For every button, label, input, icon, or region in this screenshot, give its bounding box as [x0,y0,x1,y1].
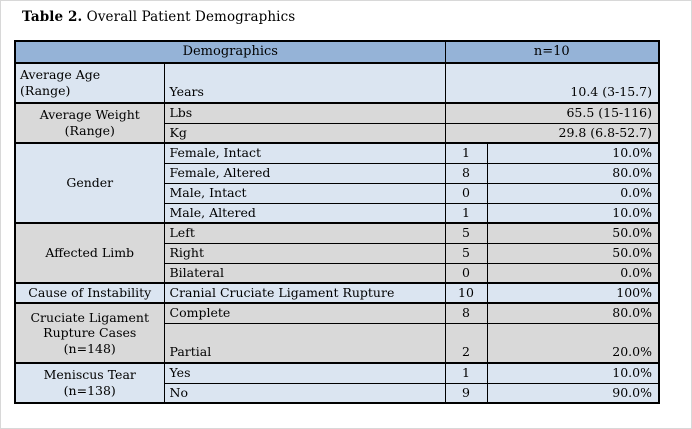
count-cell: 1 [444,202,488,224]
table-row: Average Age (Range) Years 10.4 (3-15.7) [14,62,660,104]
category-line: Gender [66,175,114,191]
table-row: Affected Limb Left 5 50.0% [14,222,660,284]
subcategory-cell: Female, Intact [163,142,446,164]
table-title-text: Overall Patient Demographics [82,9,296,25]
count-cell: 8 [444,302,488,324]
table-row: Male, Intact 0 0.0% [15,182,660,204]
category-line: Cause of Instability [28,285,152,301]
category-line: (Range) [20,83,71,98]
category-line: (n=138) [63,383,116,398]
subcategory-cell: Male, Altered [163,202,446,224]
percent-cell: 0.0% [486,262,660,284]
table-row: Average Weight (Range) Lbs 65.5 (15-116) [14,102,660,144]
category-line: Average Weight [39,107,140,123]
count-cell: 2 [444,322,488,364]
table-row: Gender Female, Intact 1 10.0% [14,142,660,224]
table-row: Kg 29.8 (6.8-52.7) [15,122,660,144]
category-line: (Range) [64,123,115,138]
category-cell-gender: Gender [14,142,165,224]
percent-cell: 20.0% [486,322,660,364]
category-cell-average-weight: Average Weight (Range) [14,102,165,144]
subcategory-cell: Cranial Cruciate Ligament Rupture [163,282,446,304]
subcategory-cell: Female, Altered [163,162,446,184]
count-cell: 5 [444,242,488,264]
category-cell-cause-of-instability: Cause of Instability [14,282,165,304]
table-row: Cruciate Ligament Rupture Cases (n=148) … [14,302,660,364]
value-cell: 65.5 (15-116) [444,102,660,124]
category-line: Rupture Cases [43,325,137,341]
subcategory-cell: Years [163,62,446,104]
demographics-table: Demographics n=10 Average Age (Range) Ye… [14,40,660,404]
percent-cell: 50.0% [486,222,660,244]
subcategory-cell: Lbs [163,102,446,124]
category-cell-average-age: Average Age (Range) [14,62,165,104]
percent-cell: 10.0% [486,202,660,224]
count-cell: 0 [444,182,488,204]
category-line: Cruciate Ligament [30,309,149,325]
subcategory-cell: Bilateral [163,262,446,284]
count-cell: 1 [444,362,488,384]
subcategory-cell: Complete [163,302,446,324]
subcategory-cell: Partial [163,322,446,364]
category-line: Average Age [20,67,101,83]
percent-cell: 0.0% [486,182,660,204]
percent-cell: 10.0% [486,362,660,384]
table-row: Female, Altered 8 80.0% [15,162,660,184]
percent-cell: 80.0% [486,162,660,184]
category-cell-cruciate-ligament-rupture-cases: Cruciate Ligament Rupture Cases (n=148) [14,302,165,364]
subcategory-cell: Left [163,222,446,244]
count-cell: 10 [444,282,488,304]
table-row: No 9 90.0% [15,382,660,404]
category-line: (n=148) [63,340,116,356]
subcategory-cell: No [163,382,446,404]
header-cell-n: n=10 [444,40,660,64]
percent-cell: 100% [486,282,660,304]
table-row: Cause of Instability Cranial Cruciate Li… [14,282,660,304]
percent-cell: 10.0% [486,142,660,164]
subcategory-cell: Yes [163,362,446,384]
table-row: Meniscus Tear (n=138) Yes 1 10.0% [14,362,660,404]
value-cell: 29.8 (6.8-52.7) [444,122,660,144]
percent-cell: 50.0% [486,242,660,264]
table-row: Partial 2 20.0% [15,322,660,364]
subcategory-cell: Male, Intact [163,182,446,204]
table-title: Table 2. Overall Patient Demographics [22,9,691,25]
count-cell: 1 [444,142,488,164]
percent-cell: 90.0% [486,382,660,404]
category-cell-affected-limb: Affected Limb [14,222,165,284]
category-cell-meniscus-tear: Meniscus Tear (n=138) [14,362,165,404]
category-line: Meniscus Tear [43,367,136,383]
subcategory-cell: Kg [163,122,446,144]
count-cell: 5 [444,222,488,244]
table-title-number: Table 2. [22,9,83,25]
count-cell: 9 [444,382,488,404]
header-cell-demographics: Demographics [14,40,446,64]
percent-cell: 80.0% [486,302,660,324]
value-cell: 10.4 (3-15.7) [444,62,660,104]
category-line: Affected Limb [45,245,135,261]
table-row: Bilateral 0 0.0% [15,262,660,284]
count-cell: 8 [444,162,488,184]
count-cell: 0 [444,262,488,284]
table-header-row: Demographics n=10 [14,40,660,64]
subcategory-cell: Right [163,242,446,264]
